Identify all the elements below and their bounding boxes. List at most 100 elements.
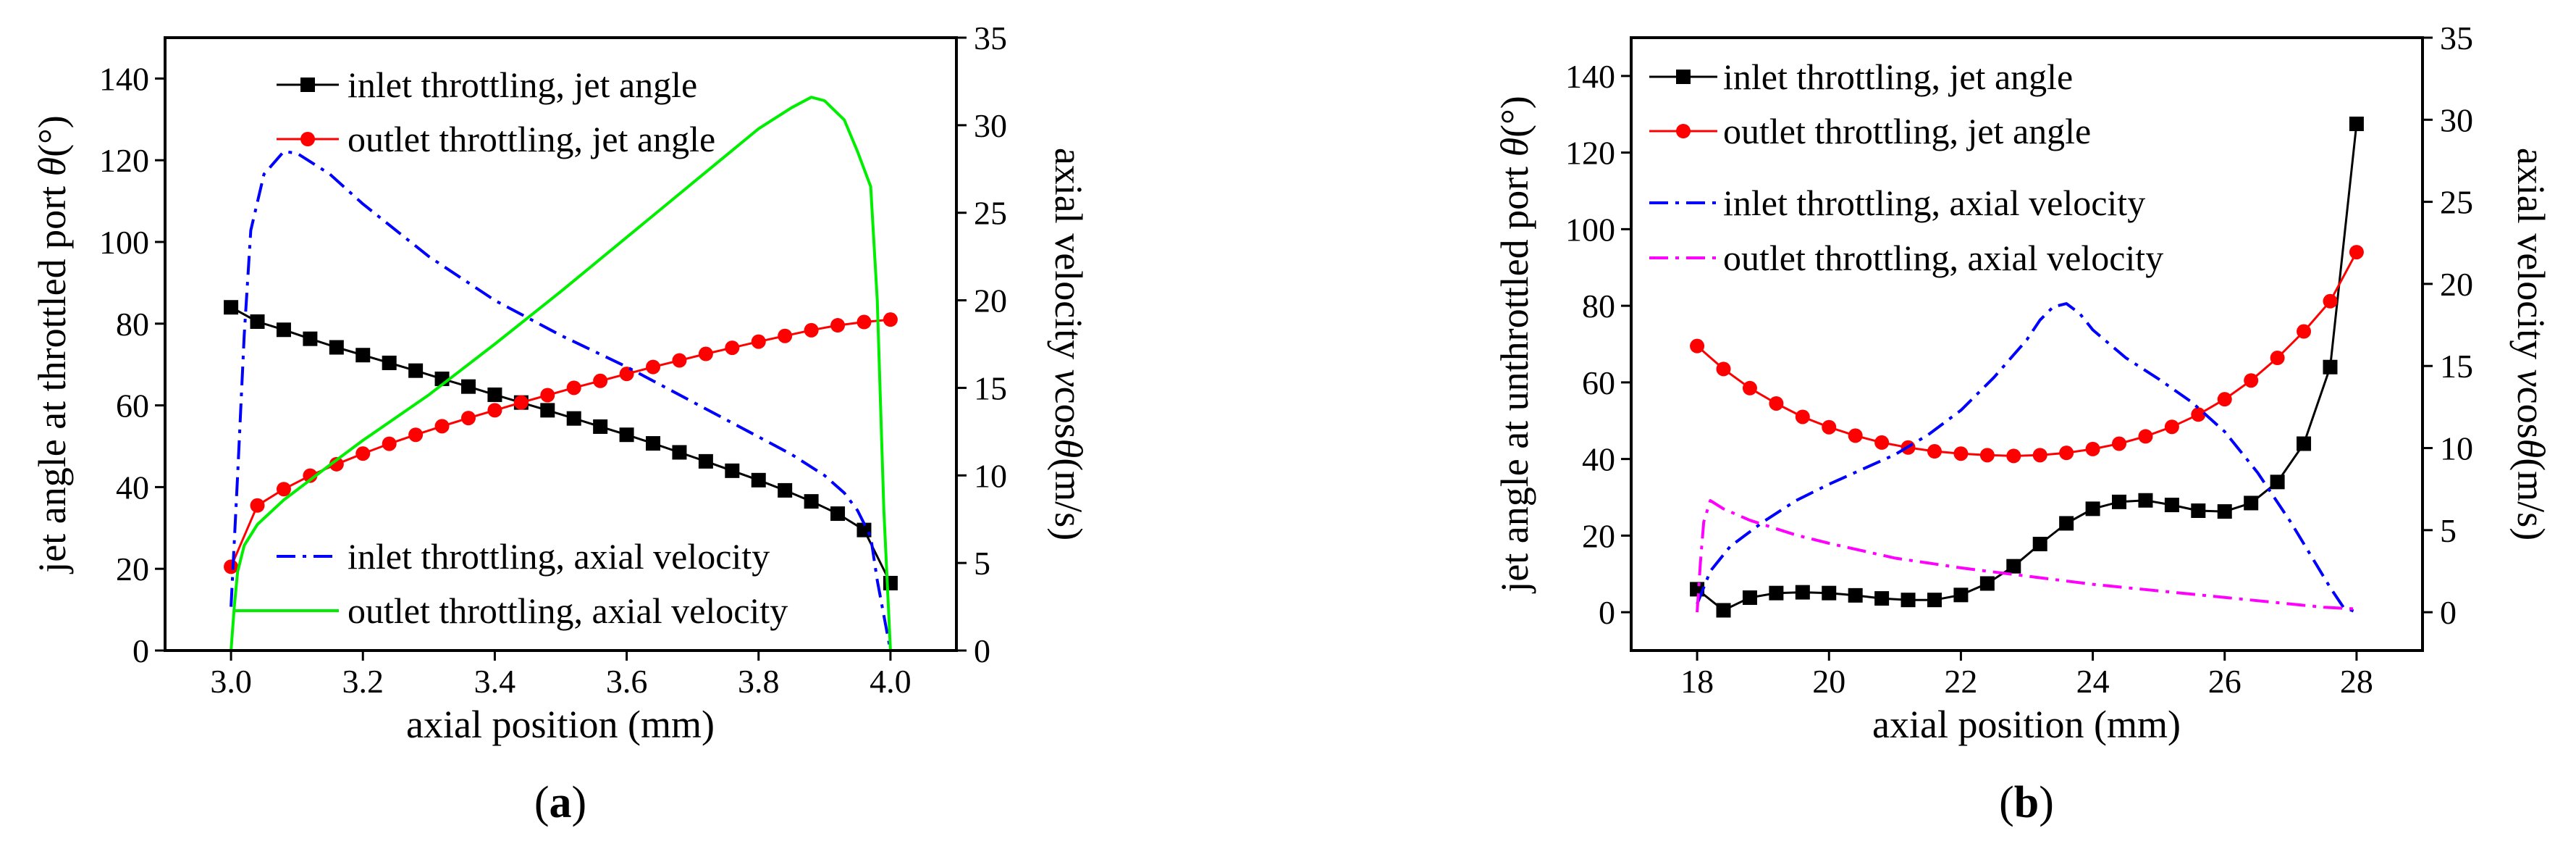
panel-b-series-2-point — [2164, 419, 2179, 435]
panel-a-series-2-point — [355, 446, 371, 461]
panel-a-left-y-tick-label: 60 — [116, 388, 149, 424]
panel-b-right-y-tick-label: 0 — [2440, 594, 2457, 631]
panel-b-x-tick-label: 26 — [2208, 663, 2242, 700]
panel-b-legend-label-3: inlet throttling, axial velocity — [1723, 183, 2145, 223]
panel-b-chart: 18 20 22 24 26 28 0 20 40 60 80 100 120 140 0 5 10 15 20 25… — [1493, 20, 2553, 827]
panel-a-series-1-point — [883, 575, 898, 590]
panel-a-series-1-point — [276, 322, 291, 338]
panel-b-legend: inlet throttling, jet angle outlet throt… — [1649, 57, 2163, 278]
panel-a-series-4-line — [230, 96, 892, 651]
panel-a-series-2-point — [408, 427, 424, 443]
panel-b-series-1-point — [1716, 603, 1731, 618]
panel-a-x-tick-label: 3.8 — [738, 663, 780, 700]
panel-a-series-2-point — [487, 403, 502, 418]
panel-a-series-1-point — [329, 340, 344, 355]
panel-b-series-1-point — [2085, 501, 2100, 516]
panel-b-legend-label-4: outlet throttling, axial velocity — [1723, 238, 2163, 278]
panel-a-series-2-point — [778, 328, 793, 343]
panel-a-left-y-tick-label: 120 — [99, 142, 149, 179]
panel-b-series-1-point — [2323, 359, 2338, 375]
panel-b-series-2-point — [2297, 324, 2312, 339]
panel-b-right-y-tick-label: 10 — [2440, 430, 2473, 467]
panel-b-series-2-point — [1795, 409, 1810, 424]
panel-b-x-axis-label: axial position (mm) — [1872, 703, 2181, 746]
panel-a-series-2-point — [725, 340, 740, 356]
panel-a-series-1-point — [382, 355, 397, 370]
panel-a-right-y-tick-label: 5 — [974, 545, 990, 582]
panel-a-series-1-point — [830, 506, 846, 522]
panel-b-series-1-point — [2349, 116, 2364, 131]
panel-a-x-tick-label: 3.6 — [606, 663, 648, 700]
panel-b-left-y-tick-label: 20 — [1582, 517, 1615, 554]
panel-a-right-y-tick-label: 0 — [974, 632, 990, 669]
panel-a-legend-entry-3: inlet throttling, axial velocity — [277, 536, 770, 577]
panel-a-left-y-tick-label: 0 — [132, 632, 149, 669]
panel-a-legend-label-1: inlet throttling, jet angle — [348, 64, 697, 105]
panel-a-series-1-point — [540, 403, 555, 418]
panel-b-left-y-tick-label: 140 — [1565, 58, 1615, 95]
panel-a-series-1-point — [487, 387, 502, 402]
panel-a-series-2-point — [566, 380, 581, 396]
panel-b-series-2-point — [2349, 245, 2364, 260]
panel-b-left-y-tick-label: 40 — [1582, 441, 1615, 478]
panel-b-series-2-point — [2191, 407, 2206, 422]
panel-b-left-y-tick-label: 80 — [1582, 288, 1615, 325]
panel-a-right-y-tick-label: 25 — [974, 195, 1007, 232]
panel-b-series-2-point — [2059, 446, 2074, 461]
panel-a-ticks: 3.0 3.2 3.4 3.6 3.8 4.0 0 20 40 60 80 100 120 140 0 5 10… — [99, 20, 1007, 700]
panel-b-series-2-line — [1696, 251, 2358, 457]
panel-b-legend-entry-4: outlet throttling, axial velocity — [1649, 238, 2163, 278]
panel-a-series-1-point — [672, 445, 687, 460]
panel-b-series-2-point — [2244, 373, 2259, 388]
panel-b-series-2-point — [1716, 361, 1731, 377]
panel-a-right-y-tick-label: 30 — [974, 107, 1007, 144]
panel-b-series-2-point — [1979, 448, 1995, 463]
panel-a-left-y-tick-label: 40 — [116, 469, 149, 506]
panel-a-series-1-point — [751, 472, 766, 488]
panel-a-chart: 3.0 3.2 3.4 3.6 3.8 4.0 0 20 40 60 80 100 120 140 0 5 10… — [30, 20, 1090, 827]
panel-b-left-y-tick-label: 60 — [1582, 364, 1615, 401]
panel-a-left-y-tick-label: 140 — [99, 60, 149, 97]
panel-a-legend-label-4: outlet throttling, axial velocity — [348, 590, 788, 631]
panel-a-legend-entry-2: outlet throttling, jet angle — [277, 119, 715, 159]
panel-b-right-y-axis-label: axial velocity vcosθ(m/s) — [2509, 148, 2553, 540]
panel-a-series-2-point — [460, 411, 476, 426]
panel-b-legend-label-1: inlet throttling, jet angle — [1723, 57, 2073, 97]
panel-b-series-2-point — [2032, 448, 2047, 463]
panel-a-series-2-point — [382, 436, 397, 451]
panel-b-series-2-point — [1822, 419, 1837, 435]
panel-a-left-y-tick-label: 20 — [116, 551, 149, 587]
panel-b-series-3-line — [1696, 302, 2357, 614]
panel-b-series-2-point — [1769, 396, 1784, 411]
panel-a-series-1-point — [804, 494, 819, 509]
panel-a-series-2-point — [329, 456, 344, 472]
panel-b-series-1-point — [2032, 537, 2047, 552]
panel-a-legend: inlet throttling, jet angle outlet throt… — [233, 64, 788, 631]
panel-a-left-y-axis-label: jet angle at throttled port θ(°) — [30, 115, 74, 574]
panel-a-series-1-point — [250, 314, 265, 329]
panel-b-x-tick-label: 28 — [2340, 663, 2373, 700]
panel-b-series-2-point — [2085, 441, 2100, 456]
panel-b-right-y-tick-label: 15 — [2440, 348, 2473, 385]
panel-a-x-tick-label: 4.0 — [870, 663, 912, 700]
panel-b-series-2-point — [1953, 446, 1969, 461]
panel-a-left-y-tick-label: 100 — [99, 224, 149, 261]
panel-a-series-2-point — [513, 395, 529, 410]
panel-b-series-2-point — [1690, 338, 1705, 354]
panel-b-series-4-line — [1696, 499, 2357, 613]
panel-b-series-2-point — [2112, 436, 2127, 451]
panel-b-legend-entry-1: inlet throttling, jet angle — [1649, 57, 2073, 97]
panel-a-series-2-point — [698, 346, 713, 361]
panel-b-series-1-point — [1769, 585, 1784, 601]
panel-a-series-1-point — [408, 363, 424, 378]
panel-b-series-2-point — [2138, 429, 2153, 444]
panel-b-series-1-point — [1953, 587, 1969, 603]
panel-a-x-tick-label: 3.4 — [474, 663, 516, 700]
panel-b-series-1-point — [1874, 591, 1890, 606]
panel-a-right-y-tick-label: 10 — [974, 457, 1007, 494]
panel-b-right-y-tick-label: 5 — [2440, 512, 2457, 549]
panel-b-series-1-point — [1901, 593, 1916, 608]
panel-b-series-1-point — [1742, 590, 1757, 606]
panel-a-series-1-point — [619, 427, 634, 443]
